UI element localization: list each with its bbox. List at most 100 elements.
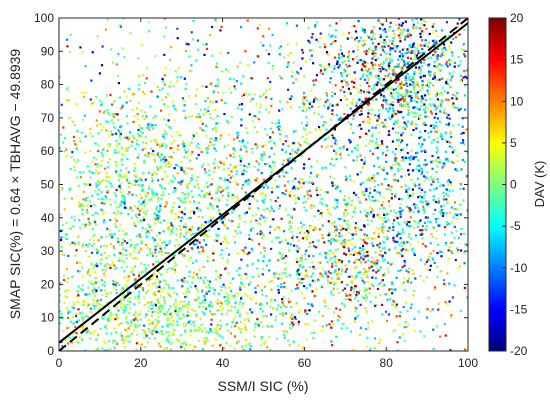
scatter-point <box>141 183 144 187</box>
scatter-point <box>286 171 289 174</box>
scatter-point <box>259 223 262 226</box>
scatter-point <box>72 301 75 304</box>
scatter-point <box>400 88 403 91</box>
scatter-point <box>361 100 364 103</box>
scatter-point <box>308 181 311 184</box>
scatter-point <box>410 133 413 136</box>
scatter-point <box>362 181 365 184</box>
scatter-point <box>424 39 427 42</box>
scatter-point <box>160 185 163 188</box>
scatter-point <box>137 293 141 296</box>
scatter-point <box>172 291 175 294</box>
scatter-point <box>254 179 257 182</box>
scatter-point <box>435 170 438 174</box>
scatter-point <box>402 96 405 99</box>
scatter-point <box>278 109 281 112</box>
scatter-point <box>239 285 242 288</box>
scatter-point <box>153 139 156 142</box>
scatter-point <box>355 290 359 294</box>
scatter-point <box>119 252 122 255</box>
scatter-point <box>413 220 416 223</box>
scatter-point <box>334 258 337 261</box>
scatter-point <box>278 227 281 230</box>
scatter-point <box>347 196 351 199</box>
scatter-point <box>284 171 288 174</box>
scatter-point <box>330 95 334 98</box>
scatter-point <box>418 27 421 30</box>
scatter-point <box>346 203 349 207</box>
scatter-point <box>231 194 234 197</box>
scatter-point <box>389 47 392 50</box>
scatter-point <box>196 207 199 210</box>
scatter-point <box>112 125 115 128</box>
scatter-point <box>168 267 171 270</box>
scatter-point <box>211 287 214 290</box>
scatter-point <box>100 279 103 282</box>
scatter-point <box>384 251 387 254</box>
scatter-point <box>425 276 428 279</box>
scatter-point <box>306 190 309 193</box>
scatter-point <box>261 153 264 156</box>
scatter-point <box>418 169 421 172</box>
scatter-point <box>356 144 359 147</box>
scatter-point <box>139 126 142 129</box>
scatter-point <box>325 324 328 327</box>
scatter-point <box>287 339 290 342</box>
scatter-point <box>297 277 300 280</box>
scatter-point <box>347 153 350 157</box>
scatter-point <box>368 68 371 71</box>
scatter-point <box>430 130 433 133</box>
scatter-point <box>125 321 128 324</box>
scatter-point <box>140 135 143 138</box>
scatter-point <box>456 208 459 211</box>
scatter-point <box>291 70 294 73</box>
scatter-point <box>113 192 116 195</box>
scatter-point <box>115 313 118 316</box>
scatter-point <box>133 318 136 322</box>
scatter-point <box>323 104 326 107</box>
scatter-point <box>401 66 404 69</box>
scatter-point <box>387 200 390 203</box>
scatter-point <box>379 282 382 285</box>
scatter-point <box>226 303 229 306</box>
scatter-point <box>230 290 233 293</box>
scatter-point <box>364 293 367 296</box>
scatter-point <box>367 50 370 53</box>
scatter-point <box>391 95 394 98</box>
scatter-point <box>270 139 273 142</box>
scatter-point <box>105 172 108 175</box>
scatter-point <box>329 281 332 284</box>
scatter-point <box>146 192 149 195</box>
scatter-point <box>243 323 246 326</box>
scatter-point <box>226 323 229 326</box>
scatter-point <box>420 146 423 149</box>
scatter-point <box>444 138 447 141</box>
scatter-point <box>414 277 417 280</box>
scatter-point <box>301 346 304 349</box>
scatter-point <box>409 208 412 211</box>
scatter-point <box>393 173 396 176</box>
scatter-point <box>122 298 125 301</box>
scatter-point <box>253 335 256 338</box>
scatter-point <box>180 334 183 337</box>
scatter-point <box>137 251 141 254</box>
scatter-point <box>412 81 415 84</box>
scatter-point <box>150 90 153 93</box>
scatter-point <box>115 144 119 147</box>
scatter-point <box>334 39 337 43</box>
scatter-point <box>330 293 333 296</box>
scatter-point <box>153 310 156 313</box>
scatter-point <box>213 327 216 331</box>
scatter-point <box>454 207 457 210</box>
scatter-point <box>113 346 116 349</box>
scatter-point <box>312 266 315 269</box>
scatter-point <box>125 178 129 181</box>
scatter-point <box>365 215 368 218</box>
scatter-point <box>103 110 106 113</box>
scatter-point <box>158 155 161 159</box>
scatter-point <box>211 128 214 131</box>
scatter-point <box>449 132 452 135</box>
scatter-point <box>381 142 384 145</box>
scatter-point <box>306 121 309 124</box>
scatter-point <box>153 326 156 330</box>
